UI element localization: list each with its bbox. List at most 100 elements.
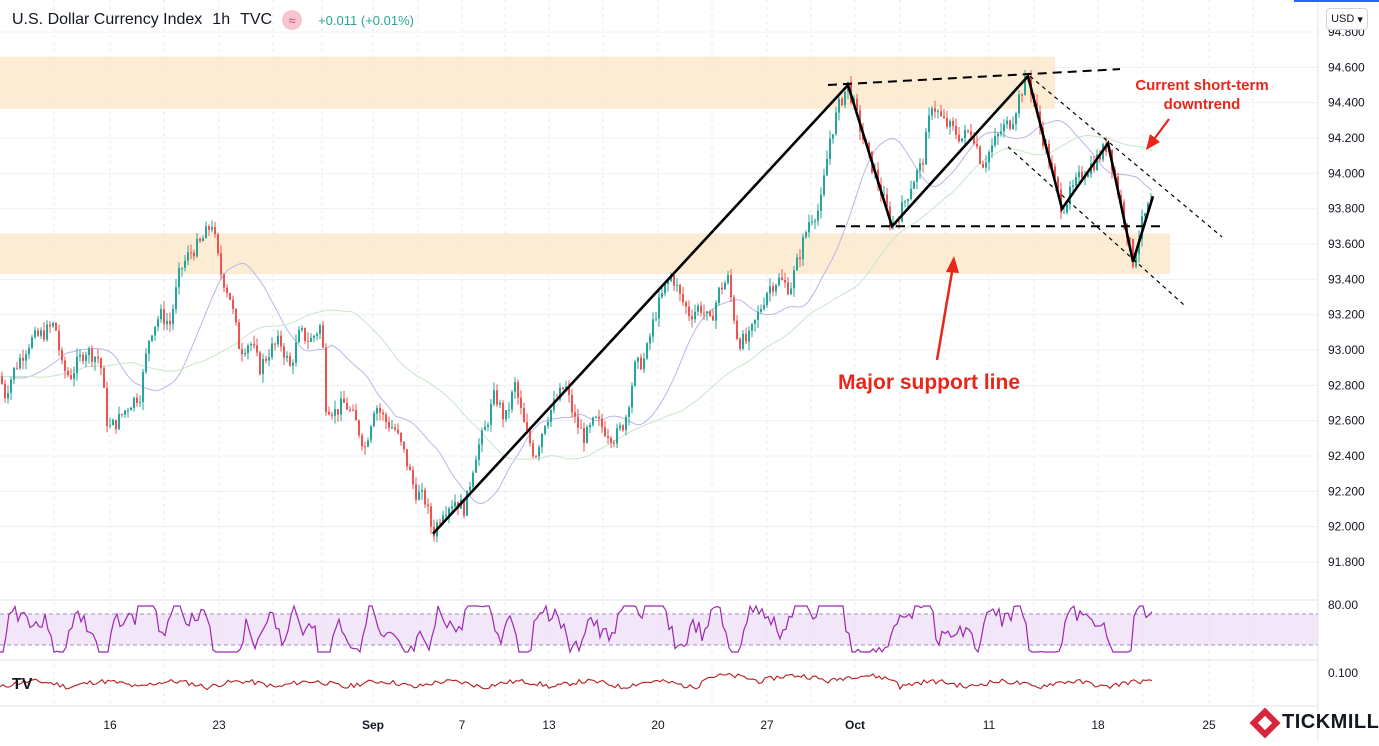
candle-body xyxy=(475,459,477,473)
candle-body xyxy=(121,413,123,415)
candle-body xyxy=(985,162,987,168)
candle-body xyxy=(856,98,858,111)
candle-body xyxy=(1066,204,1068,213)
interval-label[interactable]: 1h xyxy=(212,11,231,28)
candle-body xyxy=(757,311,759,320)
symbol-title[interactable]: U.S. Dollar Currency Index xyxy=(12,11,203,28)
tickmill-mark-icon xyxy=(1249,706,1281,739)
candle-body xyxy=(577,416,579,428)
candle-body xyxy=(652,319,654,337)
time-tick-label: 18 xyxy=(1091,718,1105,732)
candle-body xyxy=(706,311,708,314)
candle-body xyxy=(343,398,345,403)
candle-body xyxy=(598,416,600,419)
price-tick-label: 94.000 xyxy=(1328,166,1365,180)
candle-body xyxy=(1132,239,1134,267)
candle-body xyxy=(949,120,951,127)
compare-icon[interactable]: ≈ xyxy=(282,10,303,30)
candle-body xyxy=(637,357,639,362)
rsi-axis-label: 80.00 xyxy=(1328,598,1358,612)
candle-body xyxy=(118,413,120,430)
candle-body xyxy=(688,306,690,317)
candle-body xyxy=(10,379,12,393)
candle-body xyxy=(844,91,846,106)
price-tick-label: 93.000 xyxy=(1328,343,1365,357)
candle-body xyxy=(352,409,354,411)
candle-body xyxy=(496,390,498,405)
candle-body xyxy=(163,309,165,325)
atr-axis-label: 0.100 xyxy=(1328,666,1358,680)
candle-body xyxy=(361,435,363,447)
candle-body xyxy=(271,343,273,358)
price-tick-label: 93.600 xyxy=(1328,237,1365,251)
candle-body xyxy=(268,357,270,361)
candle-body xyxy=(1093,163,1095,170)
candle-body xyxy=(388,422,390,429)
candle-body xyxy=(253,343,255,346)
candle-body xyxy=(112,419,114,426)
candle-body xyxy=(403,441,405,450)
candle-body xyxy=(373,413,375,427)
candle-body xyxy=(730,275,732,298)
candle-body xyxy=(946,117,948,127)
candle-body xyxy=(274,343,276,345)
candle-body xyxy=(316,333,318,336)
candle-body xyxy=(40,330,42,336)
candle-body xyxy=(745,333,747,342)
candle-body xyxy=(922,163,924,165)
candle-body xyxy=(340,398,342,415)
candle-body xyxy=(568,386,570,395)
candle-body xyxy=(481,430,483,445)
candle-body xyxy=(313,335,315,338)
price-tick-label: 92.800 xyxy=(1328,378,1365,392)
candle-body xyxy=(376,407,378,414)
price-tick-label: 92.000 xyxy=(1328,520,1365,534)
candle-body xyxy=(148,340,150,354)
candle-body xyxy=(355,409,357,421)
candle-body xyxy=(883,194,885,196)
candle-body xyxy=(727,275,729,283)
candle-body xyxy=(511,391,513,410)
candle-body xyxy=(322,325,324,348)
atr-line xyxy=(0,672,1153,691)
candle-body xyxy=(445,514,447,516)
candle-body xyxy=(142,371,144,402)
candle-body xyxy=(193,252,195,257)
candle-body xyxy=(736,320,738,339)
candle-body xyxy=(1054,166,1056,178)
candle-body xyxy=(190,252,192,254)
candle-body xyxy=(325,347,327,412)
price-tick-label: 92.400 xyxy=(1328,449,1365,463)
candle-body xyxy=(100,358,102,369)
candle-body xyxy=(655,318,657,320)
candle-body xyxy=(427,504,429,507)
candle-body xyxy=(919,163,921,171)
candle-body xyxy=(952,120,954,126)
candle-body xyxy=(559,387,561,400)
candle-body xyxy=(247,345,249,354)
candle-body xyxy=(94,356,96,362)
candle-body xyxy=(97,356,99,359)
candle-body xyxy=(298,330,300,343)
candle-body xyxy=(1015,113,1017,125)
candle-body xyxy=(592,417,594,425)
candle-body xyxy=(205,226,207,239)
candle-body xyxy=(211,227,213,230)
candle-body xyxy=(463,499,465,516)
time-tick-label: 27 xyxy=(760,718,774,732)
candle-body xyxy=(1000,131,1002,134)
candle-body xyxy=(994,136,996,146)
candle-body xyxy=(709,311,711,316)
price-tick-label: 93.400 xyxy=(1328,272,1365,286)
candle-body xyxy=(694,311,696,320)
candle-body xyxy=(829,138,831,160)
candle-body xyxy=(349,409,351,411)
candle-body xyxy=(244,353,246,355)
moving-average-slow xyxy=(0,134,1153,460)
currency-select[interactable]: USD ▾ xyxy=(1326,8,1368,30)
candle-body xyxy=(1129,238,1131,240)
candle-body xyxy=(523,407,525,423)
candle-body xyxy=(679,285,681,294)
